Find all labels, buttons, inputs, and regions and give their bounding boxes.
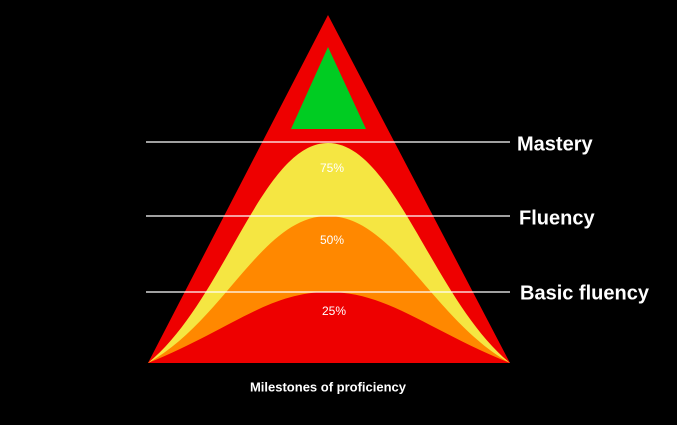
- caption: Milestones of proficiency: [250, 379, 407, 394]
- milestone-label: Mastery: [517, 133, 593, 155]
- layer-label: 50%: [320, 233, 344, 247]
- milestone-label: Basic fluency: [520, 282, 650, 304]
- peak-triangle: [291, 47, 366, 129]
- layer-label: 25%: [322, 304, 346, 318]
- milestone-label: Fluency: [519, 207, 595, 229]
- layer-label: 75%: [320, 161, 344, 175]
- layer-25: [148, 292, 510, 363]
